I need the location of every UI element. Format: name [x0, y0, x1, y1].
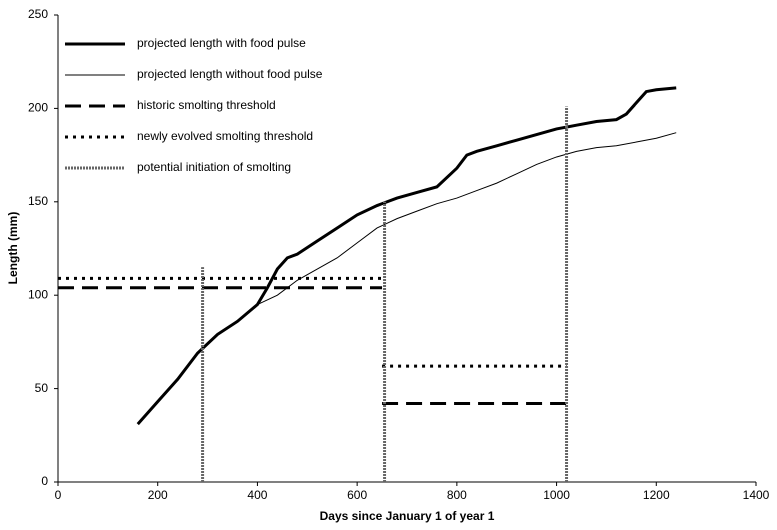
legend-label: newly evolved smolting threshold [137, 129, 313, 143]
y-axis-label: Length (mm) [6, 212, 20, 285]
y-tick-label: 100 [28, 287, 48, 301]
x-tick-label: 200 [148, 488, 168, 502]
y-tick-label: 0 [41, 474, 48, 488]
y-tick-label: 200 [28, 101, 48, 115]
x-axis-label: Days since January 1 of year 1 [320, 509, 495, 523]
x-tick-label: 800 [447, 488, 467, 502]
legend-label: historic smolting threshold [137, 98, 276, 112]
x-tick-label: 600 [347, 488, 367, 502]
x-tick-label: 1400 [743, 488, 770, 502]
y-tick-label: 250 [28, 7, 48, 21]
series-line [58, 286, 567, 406]
x-tick-label: 400 [247, 488, 267, 502]
y-tick-label: 150 [28, 194, 48, 208]
legend-label: potential initiation of smolting [137, 160, 291, 174]
y-tick-label: 50 [35, 381, 49, 395]
x-tick-label: 0 [55, 488, 62, 502]
legend-label: projected length with food pulse [137, 36, 306, 50]
series-line [58, 276, 567, 368]
x-tick-label: 1200 [643, 488, 670, 502]
series-line [257, 132, 677, 305]
x-tick-label: 1000 [543, 488, 570, 502]
legend-label: projected length without food pulse [137, 67, 323, 81]
series-line [136, 86, 677, 426]
